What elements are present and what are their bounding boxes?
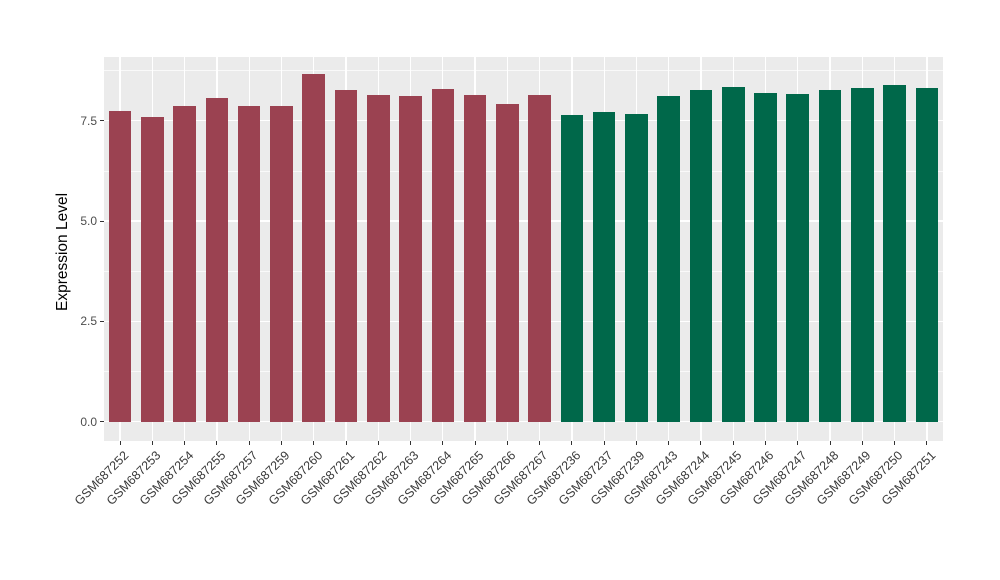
bar-GSM687244 <box>689 90 713 422</box>
bar-GSM687246 <box>754 92 777 422</box>
x-tick-mark <box>216 441 218 445</box>
x-tick-mark <box>700 441 702 445</box>
bar-GSM687237 <box>592 111 616 422</box>
x-tick-mark <box>248 441 250 445</box>
bar-GSM687261 <box>334 89 358 422</box>
bar-GSM687239 <box>625 113 648 422</box>
bar-GSM687265 <box>463 95 487 422</box>
x-tick-mark <box>765 441 767 445</box>
y-tick-label: 0.0 <box>80 414 97 429</box>
x-tick-mark <box>571 441 573 445</box>
y-tick-label: 2.5 <box>80 314 97 329</box>
bar-GSM687236 <box>560 114 584 422</box>
bar-GSM687264 <box>431 88 455 422</box>
x-tick-mark <box>442 441 444 445</box>
x-tick-mark <box>474 441 476 445</box>
bar-GSM687253 <box>141 116 164 422</box>
bar-GSM687254 <box>173 105 196 422</box>
x-tick-mark <box>861 441 863 445</box>
major-gridline <box>104 421 943 423</box>
bar-GSM687266 <box>496 103 519 422</box>
x-tick-mark <box>506 441 508 445</box>
x-tick-mark <box>635 441 637 445</box>
minor-gridline <box>104 371 943 372</box>
bar-GSM687260 <box>302 73 326 422</box>
minor-gridline <box>104 170 943 172</box>
x-tick-mark <box>345 441 347 445</box>
major-gridline <box>104 220 943 222</box>
y-tick-mark <box>100 120 104 122</box>
y-tick-label: 5.0 <box>80 214 97 229</box>
x-tick-mark <box>829 441 831 445</box>
bar-GSM687257 <box>237 105 261 422</box>
x-tick-mark <box>119 441 121 445</box>
x-tick-mark <box>539 441 541 445</box>
x-tick-mark <box>313 441 315 445</box>
bar-GSM687262 <box>366 94 390 422</box>
x-tick-mark <box>668 441 670 445</box>
bar-GSM687267 <box>528 94 551 422</box>
bar-GSM687245 <box>721 87 745 422</box>
bar-GSM687255 <box>205 98 229 422</box>
bar-GSM687250 <box>883 84 906 422</box>
x-tick-mark <box>280 441 282 445</box>
y-tick-label: 7.5 <box>80 113 97 128</box>
x-tick-mark <box>797 441 799 445</box>
bar-GSM687243 <box>657 95 680 422</box>
y-axis-title: Expression Level <box>54 192 71 311</box>
x-tick-mark <box>377 441 379 445</box>
major-gridline <box>104 320 943 323</box>
bar-GSM687263 <box>399 95 422 422</box>
x-tick-mark <box>184 441 186 445</box>
x-tick-mark <box>151 441 153 445</box>
bar-GSM687249 <box>851 88 874 422</box>
y-tick-mark <box>100 421 104 423</box>
plot-panel <box>104 57 943 441</box>
minor-gridline <box>104 70 943 72</box>
y-tick-mark <box>100 220 104 222</box>
x-tick-mark <box>410 441 412 445</box>
bar-GSM687251 <box>915 87 939 422</box>
major-gridline <box>104 120 943 122</box>
bar-GSM687259 <box>270 106 293 422</box>
x-tick-mark <box>926 441 928 445</box>
x-tick-mark <box>603 441 605 445</box>
bar-GSM687252 <box>108 110 132 422</box>
x-tick-mark <box>732 441 734 445</box>
bar-GSM687248 <box>818 90 842 422</box>
x-tick-mark <box>894 441 896 445</box>
y-tick-mark <box>100 320 104 322</box>
minor-gridline <box>104 270 943 272</box>
bar-GSM687247 <box>786 93 810 422</box>
